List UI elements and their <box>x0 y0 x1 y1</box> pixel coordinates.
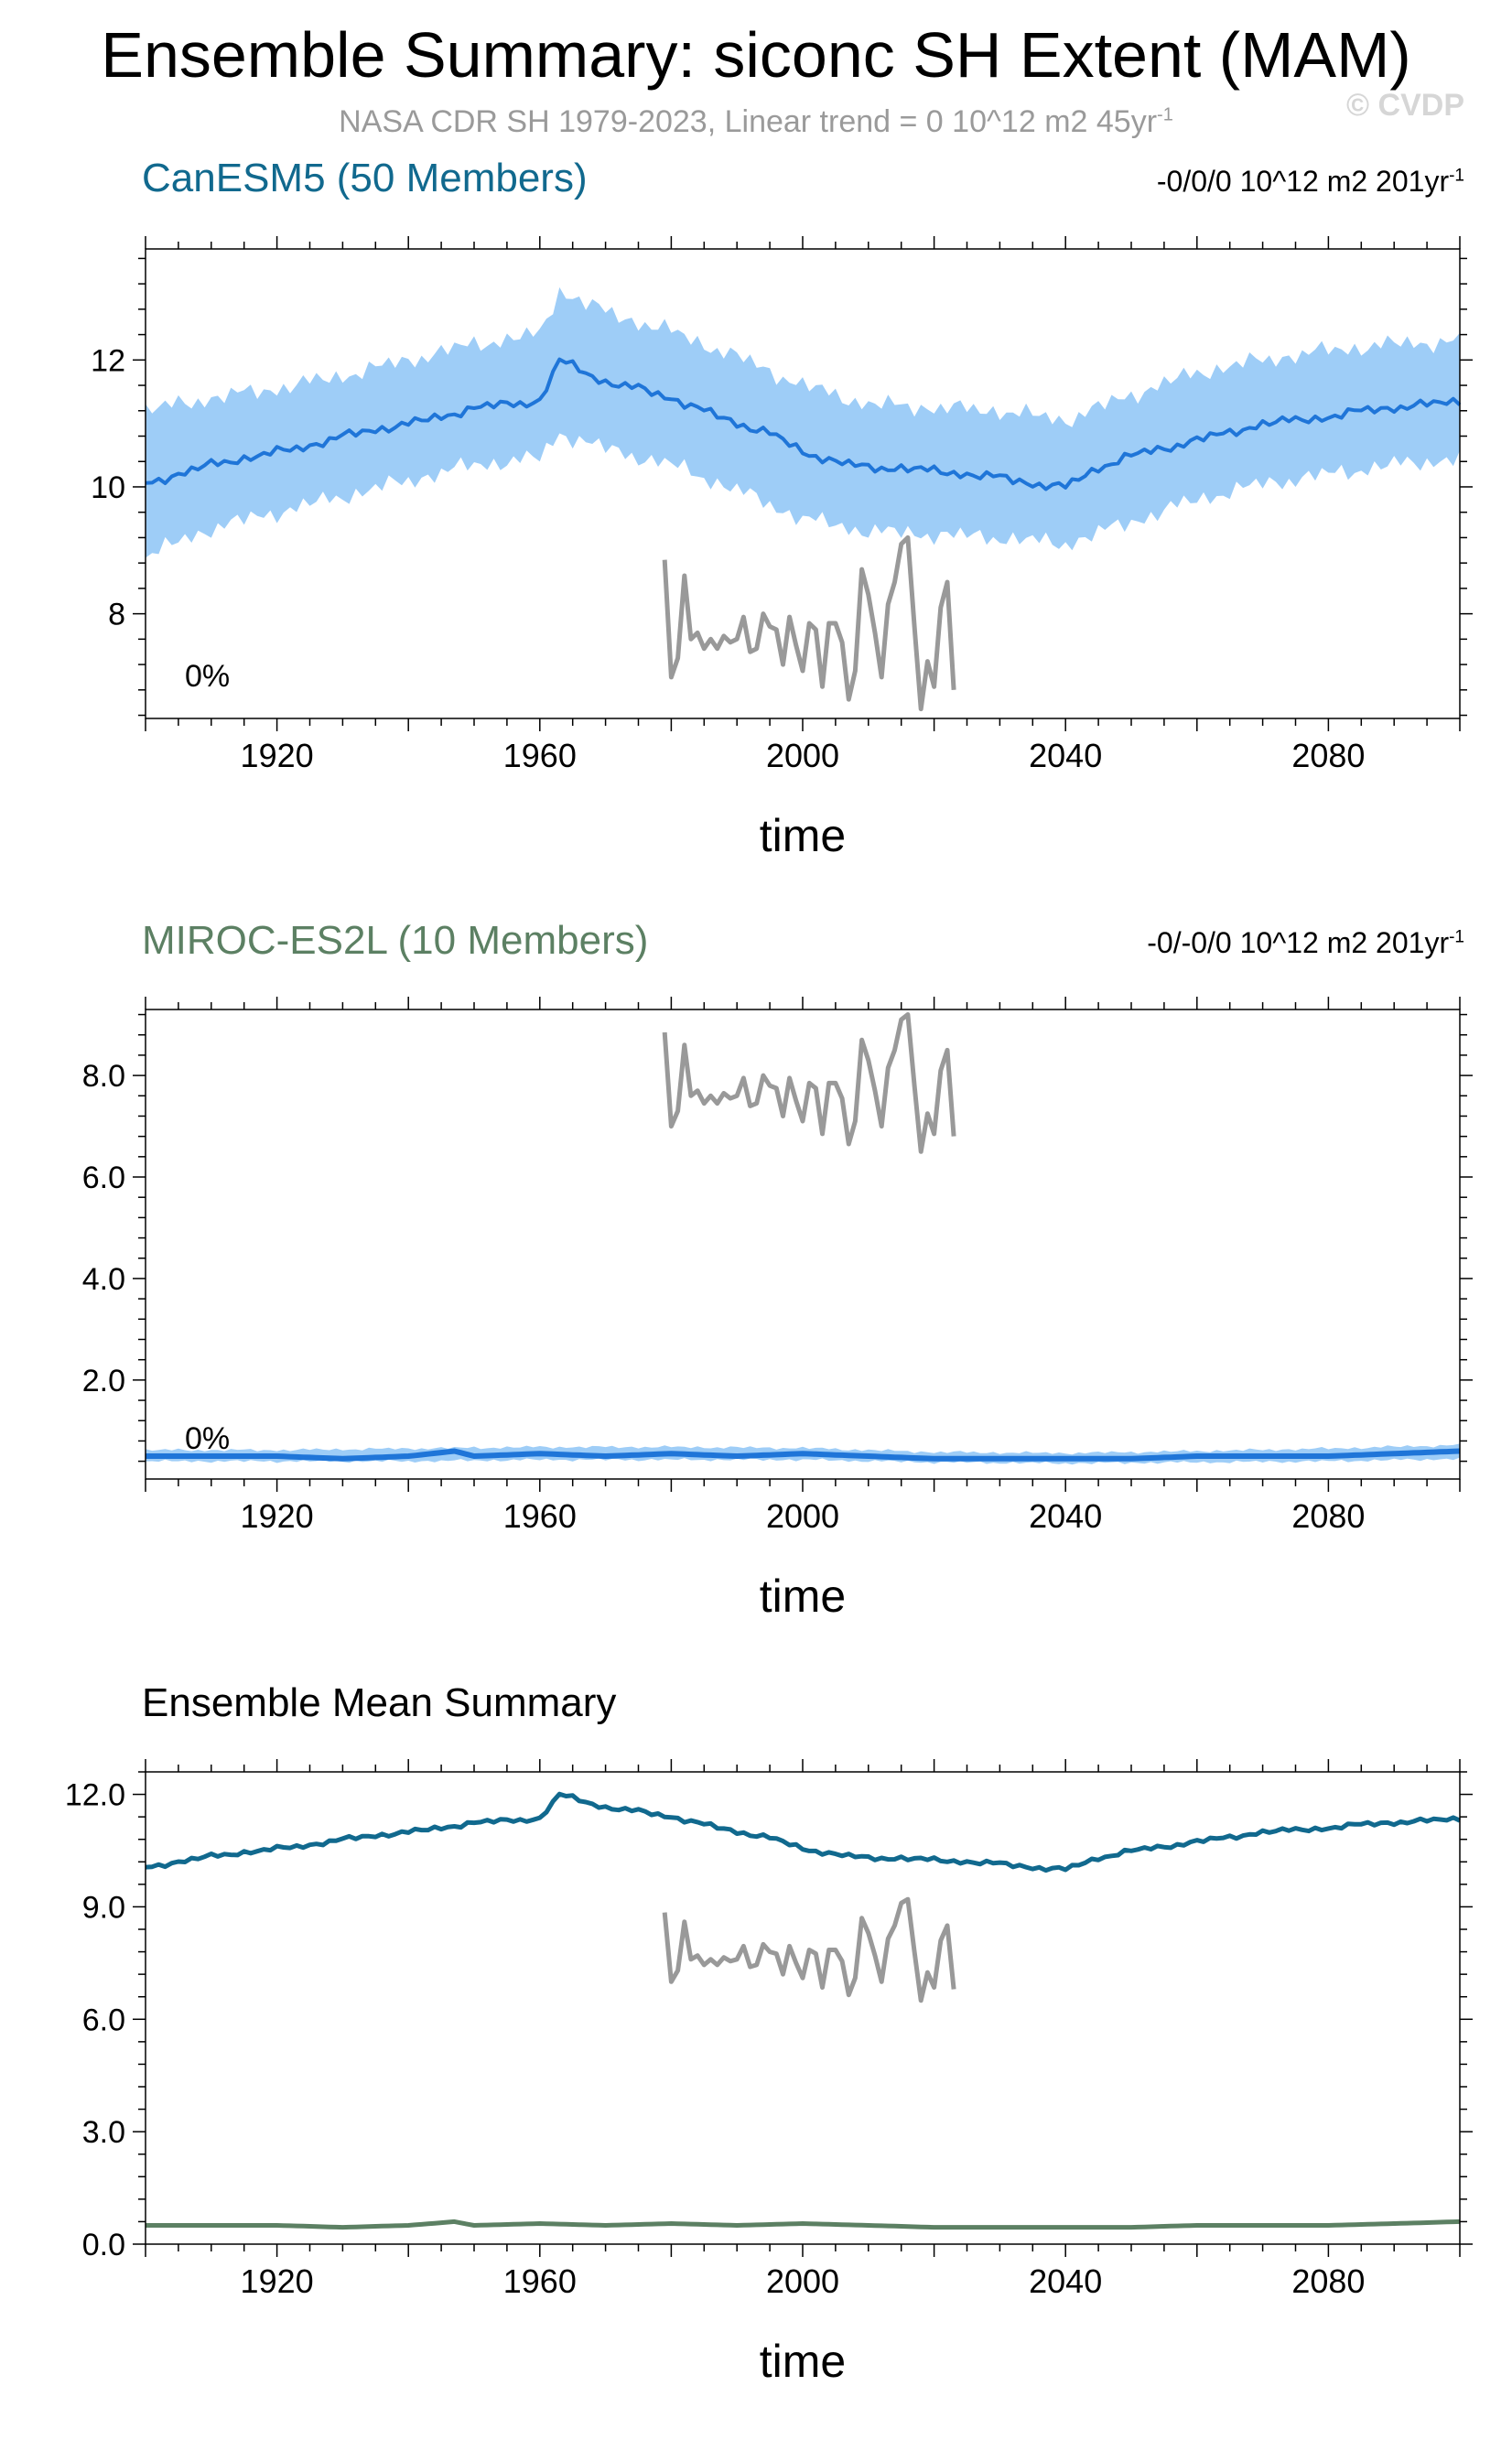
canesm5-panel: 1920 1960 2000 2040 2080 8 10 12 time 0% <box>91 236 1473 861</box>
subtitle-text: NASA CDR SH 1979-2023, Linear trend = 0 … <box>339 104 1158 139</box>
panel-1-trend-text: -0/0/0 10^12 m2 201yr <box>1156 165 1450 198</box>
ensemble-mean-panel: 1920 1960 2000 2040 2080 0.0 3.0 6.0 9.0 12.0 time <box>65 1759 1473 2387</box>
x-tick-label: 2000 <box>766 737 839 774</box>
cvdp-watermark: © CVDP <box>1346 88 1464 123</box>
canesm5-outer-spread-band <box>146 286 1460 558</box>
x-tick-label: 2040 <box>1029 737 1102 774</box>
y-tick-label: 10 <box>91 470 125 505</box>
x-tick-label: 2040 <box>1029 2262 1102 2300</box>
miroc-es2l-panel: 1920 1960 2000 2040 2080 2.0 4.0 6.0 8.0 time 0% <box>82 997 1473 1622</box>
x-tick-label: 1920 <box>241 737 314 774</box>
x-tick-label: 1920 <box>241 1497 314 1535</box>
x-tick-label: 1960 <box>503 2262 577 2300</box>
x-tick-label: 1960 <box>503 1497 577 1535</box>
x-tick-label: 2080 <box>1291 2262 1365 2300</box>
page-title: Ensemble Summary: siconc SH Extent (MAM) <box>101 19 1411 91</box>
y-tick-label: 9.0 <box>82 1890 125 1925</box>
panel-2-trend-text: -0/-0/0 10^12 m2 201yr <box>1147 926 1450 959</box>
plot-frame <box>145 1771 1461 2245</box>
x-tick-label: 1960 <box>503 737 577 774</box>
x-axis-label: time <box>760 2336 846 2387</box>
x-tick-label: 2040 <box>1029 1497 1102 1535</box>
canesm5-mean-line <box>145 1791 1462 1873</box>
x-axis-label: time <box>760 1571 846 1622</box>
y-tick-label: 2.0 <box>82 1364 125 1398</box>
x-tick-label: 1920 <box>241 2262 314 2300</box>
y-tick-label: 12 <box>91 343 125 378</box>
observation-subtitle: NASA CDR SH 1979-2023, Linear trend = 0 … <box>0 104 1512 140</box>
percent-annotation: 0% <box>185 1421 230 1456</box>
y-tick-label: 3.0 <box>82 2115 125 2150</box>
panel-3-title: Ensemble Mean Summary <box>142 1680 617 1725</box>
x-tick-label: 2000 <box>766 2262 839 2300</box>
y-tick-label: 6.0 <box>82 2003 125 2037</box>
panel-1-trend-superscript: -1 <box>1449 166 1464 186</box>
ensemble-mean-line <box>145 357 1462 491</box>
plot-frame <box>145 1009 1461 1480</box>
miroc-es2l-mean-line <box>146 2219 1461 2230</box>
ensemble-mean-line <box>146 1448 1461 1462</box>
observations-line <box>662 1896 956 2003</box>
y-tick-label: 6.0 <box>82 1161 125 1195</box>
panel-2-trend-superscript: -1 <box>1449 927 1464 947</box>
y-tick-label: 4.0 <box>82 1262 125 1297</box>
observations-line <box>662 1012 956 1154</box>
panel-2-trend: -0/-0/0 10^12 m2 201yr-1 <box>1147 926 1464 960</box>
panel-2-title: MIROC-ES2L (10 Members) <box>142 918 649 963</box>
observations-line <box>662 534 956 712</box>
subtitle-superscript: -1 <box>1157 104 1173 125</box>
y-tick-label: 0.0 <box>82 2228 125 2262</box>
panel-1-trend: -0/0/0 10^12 m2 201yr-1 <box>1157 165 1464 199</box>
x-axis-label: time <box>760 810 846 861</box>
percent-annotation: 0% <box>185 659 230 694</box>
x-tick-label: 2080 <box>1291 1497 1365 1535</box>
y-tick-label: 8 <box>108 598 125 632</box>
x-tick-label: 2080 <box>1291 737 1365 774</box>
y-tick-label: 12.0 <box>65 1778 125 1813</box>
panel-1-title: CanESM5 (50 Members) <box>142 156 588 200</box>
y-tick-label: 8.0 <box>82 1059 125 1094</box>
x-tick-label: 2000 <box>766 1497 839 1535</box>
